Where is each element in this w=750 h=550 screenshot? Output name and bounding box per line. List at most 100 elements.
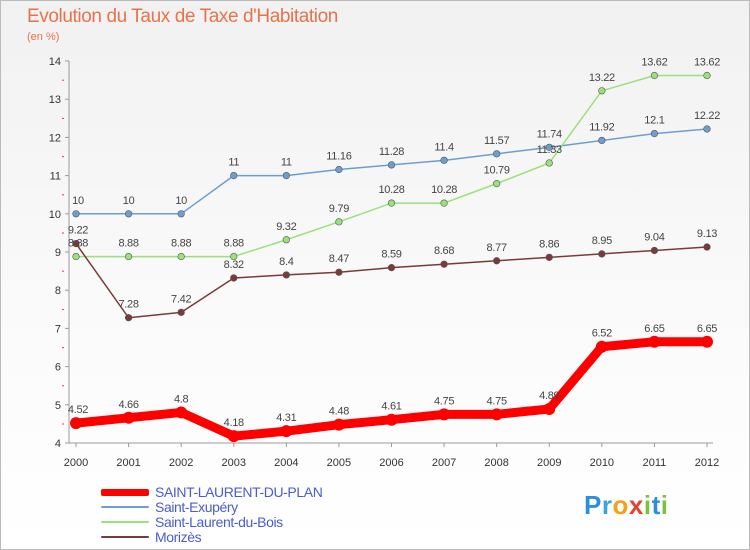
data-point [335, 165, 343, 174]
data-point [177, 210, 185, 218]
brand-logo: Proxiti [584, 490, 668, 521]
y-tick-label: 6 [55, 362, 61, 374]
legend-item-saint-laurent-du-bois[interactable]: Saint-Laurent-du-Bois [96, 514, 396, 530]
data-label: 8.32 [224, 259, 244, 271]
data-point [650, 71, 659, 80]
data-label: 4.75 [487, 395, 507, 407]
data-point [122, 411, 135, 424]
y-tick-label: 9 [55, 247, 61, 259]
y-tick-label: 4 [55, 438, 61, 450]
data-label: 8.88 [68, 238, 88, 250]
data-point [177, 252, 185, 261]
x-tick-label: 2005 [327, 457, 351, 469]
y-tick-label: 5 [55, 400, 61, 412]
data-label: 8.77 [487, 242, 507, 254]
data-label: 4.75 [434, 395, 454, 407]
x-tick-label: 2008 [484, 457, 508, 469]
data-label: 8.68 [434, 245, 454, 257]
data-point [701, 335, 713, 348]
data-label: 10.79 [484, 165, 510, 177]
data-label: 7.28 [118, 299, 138, 311]
x-tick-label: 2010 [590, 457, 614, 469]
chart-title: Evolution du Taux de Taxe d'Habitation [27, 6, 338, 27]
data-label: 6.65 [697, 323, 717, 335]
legend-swatch [101, 536, 149, 538]
legend-label: Saint-Laurent-du-Bois [155, 514, 283, 530]
data-label: 10 [175, 195, 187, 207]
data-label: 8.95 [592, 235, 612, 247]
data-label: 8.88 [224, 238, 244, 250]
line-chart: 4 5 6 7 8 9 10 11 12 13 14 2000 2001 2002 2003 2004 2005… [49, 56, 721, 469]
data-label: 9.22 [68, 225, 88, 237]
data-label: 7.42 [171, 293, 191, 305]
brand-letter: r [601, 490, 613, 520]
legend-item-saint-laurent-du-plan[interactable]: SAINT-LAURENT-DU-PLAN [96, 484, 396, 500]
x-tick-label: 2001 [116, 457, 140, 469]
data-label: 10 [123, 195, 135, 207]
y-tick-label: 12 [49, 132, 61, 144]
data-point [335, 268, 343, 276]
data-point [598, 87, 606, 95]
data-point [124, 252, 133, 261]
data-point [230, 172, 238, 180]
data-point [440, 156, 448, 164]
data-point [598, 250, 606, 258]
data-point [124, 210, 133, 218]
data-label: 4.8 [174, 393, 189, 405]
data-point [227, 430, 240, 443]
x-tick-label: 2006 [379, 457, 403, 469]
data-label: 10.28 [378, 184, 404, 196]
data-point [70, 417, 82, 430]
data-label: 13.62 [694, 57, 720, 69]
data-label: 8.88 [171, 238, 191, 250]
data-label: 11 [228, 157, 239, 169]
data-point [493, 257, 501, 265]
data-label: 11.16 [326, 150, 351, 162]
data-point [387, 199, 396, 207]
data-point [545, 253, 553, 261]
data-label: 9.79 [329, 203, 349, 215]
legend-item-saint-exupery[interactable]: Saint-Exupéry [96, 499, 396, 515]
data-label: 11.33 [537, 144, 562, 156]
brand-letter: t [651, 490, 661, 520]
data-label: 12.1 [644, 115, 664, 127]
data-label: 11.92 [589, 121, 614, 133]
data-label: 6.52 [592, 328, 612, 340]
data-point [493, 150, 501, 158]
data-label: 6.65 [644, 323, 664, 335]
brand-letter: x [628, 490, 644, 520]
data-point [438, 408, 451, 421]
y-tick-label: 7 [55, 323, 61, 335]
x-tick-label: 2004 [274, 457, 298, 469]
data-point [703, 125, 711, 133]
data-label: 13.62 [641, 57, 667, 69]
y-tick-label: 14 [49, 56, 61, 68]
data-label: 8.86 [539, 238, 559, 250]
legend-swatch [101, 521, 149, 523]
data-point [703, 243, 711, 251]
data-label: 4.89 [539, 390, 559, 402]
legend-swatch [101, 506, 149, 508]
data-label: 9.32 [276, 221, 296, 233]
legend-label: SAINT-LAURENT-DU-PLAN [155, 484, 323, 500]
data-point [72, 252, 80, 261]
data-point [230, 252, 238, 261]
data-point [282, 271, 290, 279]
legend-swatch [101, 489, 149, 496]
legend-item-morizes[interactable]: Morizès [96, 529, 396, 545]
legend-label: Morizès [155, 529, 202, 545]
data-point [650, 246, 659, 255]
x-tick-label: 2003 [222, 457, 246, 469]
x-tick-label: 2009 [537, 457, 561, 469]
x-tick-label: 2007 [432, 457, 456, 469]
data-label: 8.59 [381, 249, 401, 261]
data-point [175, 406, 188, 419]
data-point [332, 418, 345, 431]
data-label: 4.48 [329, 406, 349, 418]
data-point [545, 159, 553, 167]
data-label: 4.61 [381, 401, 401, 413]
data-point [493, 180, 501, 188]
y-tick-label: 13 [49, 94, 61, 106]
data-point [703, 71, 711, 80]
